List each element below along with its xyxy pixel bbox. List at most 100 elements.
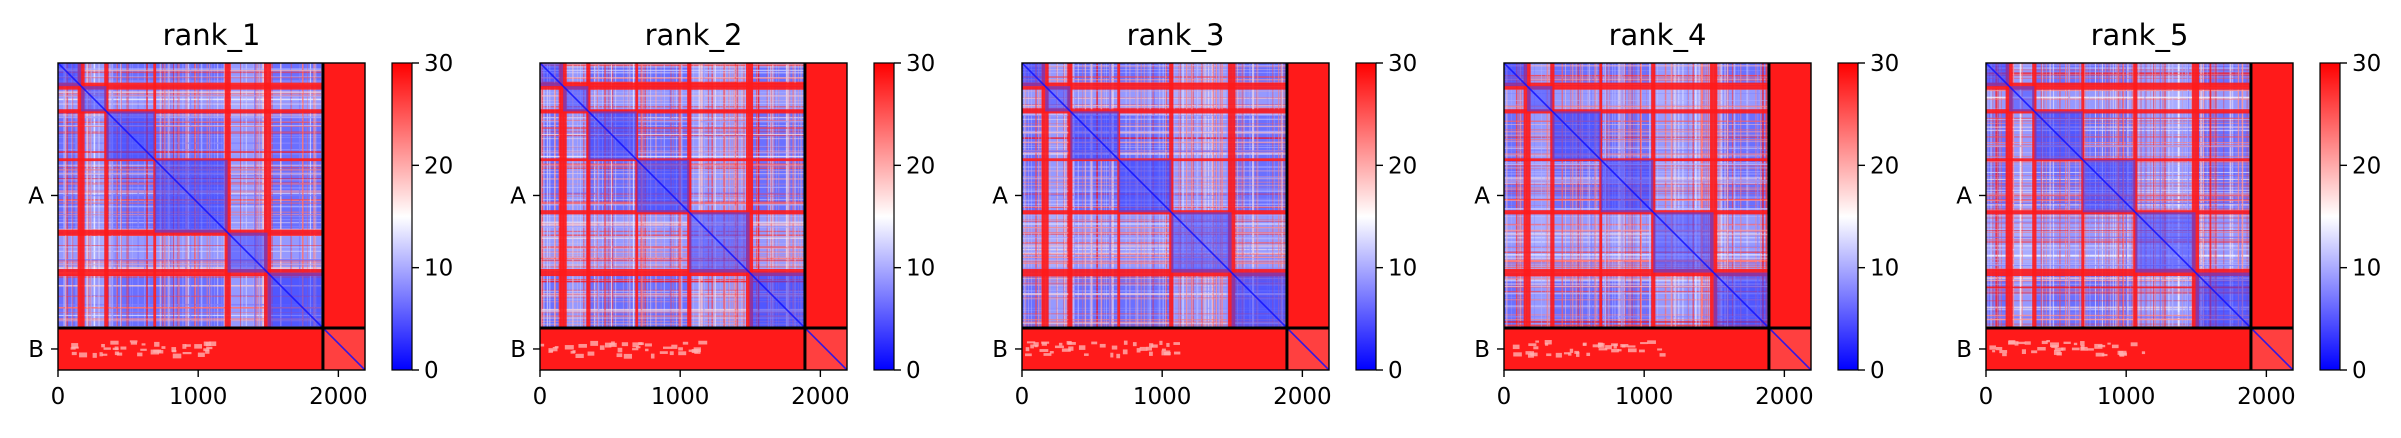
speckle <box>103 347 111 350</box>
stripe-row <box>540 311 805 314</box>
stripe-row <box>540 77 805 79</box>
stripe-row <box>1986 236 2251 238</box>
speckle <box>1611 348 1619 353</box>
stripe-col <box>1082 63 1084 328</box>
stripe-col <box>1111 63 1113 328</box>
stripe-col <box>1109 63 1111 328</box>
stripe-row <box>540 125 805 126</box>
stripe-row <box>1504 278 1769 280</box>
speckle <box>1605 345 1612 350</box>
stripe-row <box>1022 65 1287 66</box>
stripe-row <box>1022 125 1287 128</box>
stripe-col <box>611 63 614 328</box>
red-band-col <box>264 63 272 328</box>
stripe-row <box>1986 117 2251 119</box>
stripe-col <box>1738 63 1739 328</box>
stripe-row <box>1022 313 1287 315</box>
speckle <box>645 348 649 352</box>
stripe-row <box>540 234 805 235</box>
stripe-col <box>788 63 791 328</box>
stripe-col <box>712 63 715 328</box>
stripe-col <box>554 63 556 328</box>
y-tick-label: B <box>1474 337 1490 363</box>
stripe-row <box>540 133 805 135</box>
stripe-row <box>540 245 805 247</box>
stripe-col <box>800 63 802 328</box>
speckle <box>2111 344 2119 349</box>
stripe-col <box>146 63 148 328</box>
stripe-col <box>1581 63 1584 328</box>
colorbar <box>2319 62 2341 371</box>
stripe-col <box>593 63 595 328</box>
axes-frame <box>539 62 848 371</box>
speckle <box>698 340 708 345</box>
stripe-col <box>566 63 568 328</box>
stripe-col <box>540 63 543 328</box>
y-tick-label: A <box>1474 183 1490 209</box>
stripe-row <box>1022 282 1287 283</box>
speckle <box>635 346 641 349</box>
speckle <box>112 347 119 350</box>
speckle <box>1627 345 1636 348</box>
stripe-col <box>1686 63 1688 328</box>
stripe-row <box>1504 104 1769 106</box>
speckle <box>203 348 210 352</box>
stripe-col <box>1217 63 1219 328</box>
y-tick-label: A <box>28 183 44 209</box>
stripe-row <box>540 310 805 312</box>
stripe-row <box>1022 152 1287 154</box>
speckle <box>137 352 143 357</box>
stripe-col <box>1517 63 1519 328</box>
stripe-row <box>540 221 805 224</box>
stripe-col <box>1707 63 1709 328</box>
stripe-col <box>1702 63 1703 328</box>
stripe-col <box>1670 63 1672 328</box>
speckle <box>1049 351 1054 354</box>
speckle <box>1122 349 1128 355</box>
speckle <box>1621 344 1626 348</box>
stripe-row <box>540 309 805 311</box>
red-band-col <box>77 63 85 328</box>
stripe-row <box>1022 71 1287 73</box>
stripe-row <box>1504 279 1769 281</box>
stripe-row <box>1504 75 1769 77</box>
speckle <box>1054 345 1064 349</box>
stripe-col <box>1733 63 1735 328</box>
red-band-col <box>1550 63 1555 328</box>
stripe-row <box>1504 105 1769 108</box>
stripe-col <box>1219 63 1221 328</box>
red-band-row <box>1504 109 1769 114</box>
speckle <box>1148 351 1153 356</box>
stripe-col <box>65 63 67 328</box>
stripe-row <box>540 293 805 295</box>
panel-title: rank_5 <box>2091 18 2189 52</box>
speckle <box>2016 341 2026 345</box>
speckle <box>659 351 668 354</box>
speckle <box>1513 352 1522 357</box>
colorbar-tick-label: 20 <box>1870 153 1899 179</box>
stripe-row <box>1504 129 1769 131</box>
stripe-row <box>1504 79 1769 81</box>
stripe-col <box>1221 63 1223 328</box>
stripe-row <box>1504 107 1769 109</box>
speckle <box>644 343 652 347</box>
stripe-row <box>540 317 805 319</box>
speckle <box>171 347 177 352</box>
stripe-row <box>540 247 805 249</box>
stripe-col <box>572 63 574 328</box>
stripe-row <box>1986 264 2251 266</box>
speckle <box>1132 342 1137 347</box>
red-band-row <box>1504 269 1769 277</box>
stripe-row <box>1504 319 1769 321</box>
red-band-row <box>58 109 323 114</box>
stripe-col <box>608 63 610 328</box>
red-band-row <box>1986 82 2251 90</box>
stripe-row <box>1504 140 1769 143</box>
colorbar-tick-label: 0 <box>1870 358 1885 384</box>
stripe-row <box>1986 286 2251 287</box>
stripe-col <box>741 63 743 328</box>
stripe-row <box>1022 107 1287 108</box>
stripe-row <box>540 127 805 129</box>
